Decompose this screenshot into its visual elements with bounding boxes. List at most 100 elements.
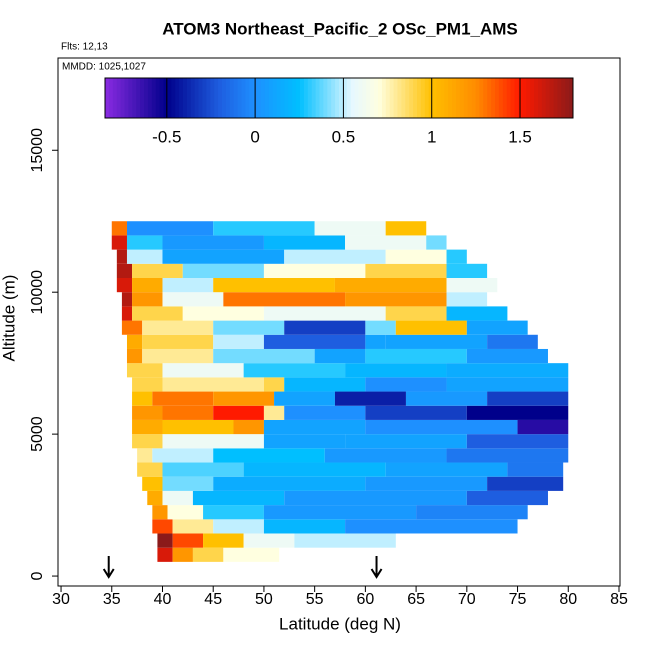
colorbar-swatch	[475, 78, 480, 118]
heat-cell	[203, 533, 244, 548]
heat-cell	[167, 505, 204, 520]
heat-cell	[385, 462, 508, 477]
x-tick-label: 55	[306, 591, 324, 608]
heat-cell	[132, 292, 163, 307]
y-tick-label: 0	[29, 572, 46, 581]
heat-cell	[213, 334, 264, 349]
heat-cell	[466, 348, 548, 364]
colorbar-swatch	[479, 78, 484, 118]
heat-cell	[121, 320, 143, 335]
heat-cell	[385, 306, 447, 321]
x-tick-label: 50	[255, 591, 273, 608]
y-axis-label: Altitude (m)	[0, 275, 18, 362]
heat-cell	[243, 533, 295, 548]
colorbar-swatch	[179, 78, 184, 118]
y-tick-label: 5000	[29, 416, 46, 452]
colorbar-swatch	[288, 78, 293, 118]
heat-cell	[365, 263, 447, 278]
heat-cell	[162, 377, 264, 392]
colorbar-swatch	[155, 78, 161, 118]
heat-cell	[111, 221, 127, 236]
heat-cell	[213, 391, 275, 406]
heat-cell	[132, 434, 163, 449]
heat-cell	[263, 519, 346, 534]
plot-frame	[57, 57, 621, 587]
colorbar-swatch	[206, 78, 211, 118]
colorbar-swatch	[440, 78, 445, 118]
heat-cell	[126, 348, 143, 364]
colorbar-swatch	[331, 78, 336, 118]
heat-cell	[385, 249, 447, 264]
heat-cell	[137, 448, 153, 463]
colorbar-swatch	[140, 78, 145, 118]
x-tick-label: 75	[509, 591, 527, 608]
colorbar-swatch	[370, 78, 375, 118]
colorbar-swatch	[151, 78, 157, 118]
colorbar-swatch	[456, 78, 461, 118]
colorbar-swatch	[225, 78, 231, 118]
colorbar-swatch	[241, 78, 246, 118]
heat-cell	[284, 490, 467, 506]
heat-cell	[446, 278, 498, 293]
heat-cell	[365, 377, 447, 392]
colorbar-swatch	[420, 78, 426, 118]
colorbar-swatch	[194, 78, 200, 118]
colorbar-swatch	[502, 78, 508, 118]
colorbar-swatch	[526, 78, 531, 118]
x-tick-label: 45	[204, 591, 222, 608]
colorbar-tick-label: -0.5	[152, 127, 181, 146]
colorbar-swatch	[128, 78, 133, 118]
heat-cell	[365, 320, 396, 335]
colorbar-swatch	[296, 78, 301, 118]
heat-cell	[162, 278, 214, 293]
heat-cell	[213, 320, 285, 335]
colorbar-swatch	[432, 78, 437, 118]
colorbar-swatch	[335, 78, 340, 118]
colorbar-swatch	[342, 78, 348, 118]
colorbar-swatch	[498, 78, 504, 118]
y-tick-label: 15000	[29, 128, 46, 173]
heat-cell	[126, 334, 143, 349]
heat-cell	[517, 419, 569, 435]
colorbar-swatch	[261, 78, 266, 118]
heat-cell	[446, 363, 569, 378]
colorbar-swatch	[276, 78, 281, 118]
colorbar-swatch	[541, 78, 547, 118]
heat-cell	[132, 278, 163, 293]
heat-cell	[466, 405, 569, 420]
colorbar-swatch	[561, 78, 566, 118]
heat-cell	[324, 448, 447, 463]
colorbar-swatch	[459, 78, 465, 118]
heatmap	[111, 221, 569, 562]
heat-cell	[162, 292, 224, 307]
heat-cell	[111, 235, 127, 250]
heat-cell	[365, 405, 467, 420]
heat-cell	[213, 221, 315, 236]
heat-cell	[172, 533, 204, 548]
heat-cell	[345, 434, 467, 449]
heat-cell	[446, 249, 467, 264]
x-tick-label: 30	[52, 591, 70, 608]
heat-cell	[121, 306, 133, 321]
colorbar-swatch	[136, 78, 141, 118]
x-tick-label: 85	[610, 591, 628, 608]
heat-cell	[233, 419, 264, 435]
colorbar-swatch	[222, 78, 227, 118]
heat-cell	[314, 221, 386, 236]
colorbar-swatch	[483, 78, 488, 118]
colorbar-swatch	[448, 78, 453, 118]
colorbar-swatch	[354, 78, 359, 118]
heat-cell	[162, 249, 285, 264]
colorbar-swatch	[229, 78, 235, 118]
colorbar-swatch	[381, 78, 387, 118]
colorbar-swatch	[374, 78, 379, 118]
colorbar-swatch	[495, 78, 500, 118]
heat-cell	[213, 278, 335, 293]
colorbar-swatch	[163, 78, 168, 118]
heat-cell	[152, 519, 173, 534]
heat-cell	[365, 348, 467, 364]
heat-cell	[507, 462, 564, 477]
colorbar-swatch	[284, 78, 289, 118]
heat-cell	[162, 405, 214, 420]
colorbar-swatch	[545, 78, 551, 118]
